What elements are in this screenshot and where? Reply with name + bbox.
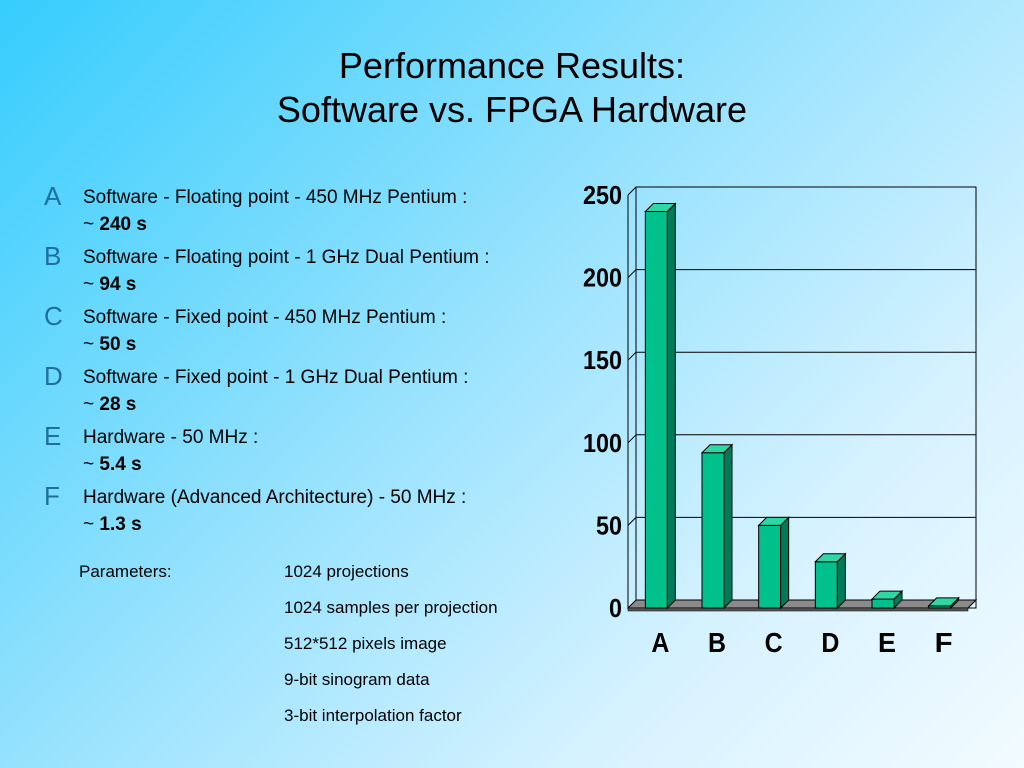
value-time: 5.4 s: [99, 454, 142, 475]
value-time: 1.3 s: [99, 514, 142, 535]
item-letter: E: [44, 421, 62, 451]
title-line-1: Performance Results:: [338, 45, 686, 86]
gridline-depth: [627, 434, 637, 444]
item-value: ~ 94 s: [83, 274, 136, 296]
slide-title: Performance Results: Software vs. FPGA H…: [0, 44, 1024, 132]
value-prefix: ~: [83, 334, 100, 355]
bar-side-B: [723, 443, 733, 610]
bar-B: [701, 452, 725, 609]
y-tick-label: 100: [583, 428, 622, 458]
value-prefix: ~: [83, 454, 100, 475]
item-description: Hardware - 50 MHz :: [83, 427, 259, 448]
bar-C: [758, 524, 782, 609]
chart-floor-edge: [627, 607, 969, 612]
list-item: A Software - Floating point - 450 MHz Pe…: [40, 181, 600, 244]
list-item: E Hardware - 50 MHz : ~ 5.4 s: [40, 421, 600, 484]
title-line-2: Software vs. FPGA Hardware: [276, 89, 748, 130]
item-description: Hardware (Advanced Architecture) - 50 MH…: [83, 487, 467, 508]
bar-top-C: [757, 516, 790, 526]
chart-floor: [626, 599, 978, 609]
item-description: Software - Floating point - 1 GHz Dual P…: [83, 247, 490, 268]
y-tick-label: 0: [609, 593, 622, 623]
x-tick-label: F: [935, 627, 953, 658]
parameter-item: 3-bit interpolation factor: [284, 706, 462, 725]
results-list: A Software - Floating point - 450 MHz Pe…: [40, 181, 600, 544]
y-tick-label: 200: [583, 263, 622, 293]
x-tick-label: B: [708, 627, 726, 658]
gridline-depth: [627, 269, 637, 278]
item-description: Software - Fixed point - 1 GHz Dual Pent…: [83, 367, 469, 388]
bar-top-E: [870, 590, 904, 600]
x-tick-label: E: [878, 627, 896, 658]
item-letter: B: [44, 241, 62, 271]
parameter-item: 9-bit sinogram data: [284, 670, 430, 689]
parameter-item: 512*512 pixels image: [284, 634, 447, 653]
value-time: 28 s: [99, 394, 137, 415]
bar-chart: 0 50 100 150 200 250 A B C D E F: [583, 180, 978, 658]
item-value: ~ 50 s: [83, 334, 136, 356]
parameter-item: 1024 projections: [284, 562, 409, 581]
item-letter: A: [44, 181, 62, 211]
parameters-list: 1024 projections 1024 samples per projec…: [284, 562, 498, 742]
value-prefix: ~: [83, 274, 100, 295]
gridline-depth: [627, 517, 637, 526]
value-time: 94 s: [99, 274, 137, 295]
bar-A: [644, 211, 668, 609]
value-prefix: ~: [83, 394, 100, 415]
item-letter: D: [44, 361, 63, 391]
x-tick-label: C: [765, 627, 783, 658]
bar-top-A: [644, 203, 677, 213]
list-item: D Software - Fixed point - 1 GHz Dual Pe…: [40, 361, 600, 424]
value-time: 50 s: [99, 334, 137, 355]
item-letter: F: [44, 481, 60, 511]
value-prefix: ~: [83, 514, 100, 535]
bar-side-C: [780, 516, 790, 610]
parameters-label: Parameters:: [79, 562, 172, 581]
bar-side-A: [666, 202, 676, 610]
bar-top-F: [927, 597, 960, 607]
item-description: Software - Fixed point - 450 MHz Pentium…: [83, 307, 447, 328]
value-time: 240 s: [99, 214, 147, 235]
bar-top-B: [700, 444, 734, 454]
list-item: F Hardware (Advanced Architecture) - 50 …: [40, 481, 600, 544]
item-value: ~ 28 s: [83, 394, 136, 416]
bar-E: [871, 598, 895, 609]
bar-side-D: [836, 552, 846, 610]
item-description: Software - Floating point - 450 MHz Pent…: [83, 187, 468, 208]
item-letter: C: [44, 301, 63, 331]
gridline-depth: [627, 186, 637, 196]
bar-D: [814, 561, 838, 609]
y-tick-label: 150: [583, 345, 622, 375]
parameter-item: 1024 samples per projection: [284, 598, 498, 617]
item-value: ~ 5.4 s: [83, 454, 142, 476]
item-value: ~ 240 s: [83, 214, 147, 236]
bar-top-D: [814, 553, 847, 563]
gridline-depth: [627, 351, 637, 361]
list-item: B Software - Floating point - 1 GHz Dual…: [40, 241, 600, 304]
value-prefix: ~: [83, 214, 100, 235]
y-tick-label: 250: [583, 180, 622, 210]
x-tick-label: D: [821, 627, 839, 658]
plot-frame: [635, 186, 977, 609]
item-value: ~ 1.3 s: [83, 514, 142, 536]
y-tick-label: 50: [596, 510, 622, 540]
list-item: C Software - Fixed point - 450 MHz Penti…: [40, 301, 600, 364]
x-tick-label: A: [651, 627, 669, 658]
